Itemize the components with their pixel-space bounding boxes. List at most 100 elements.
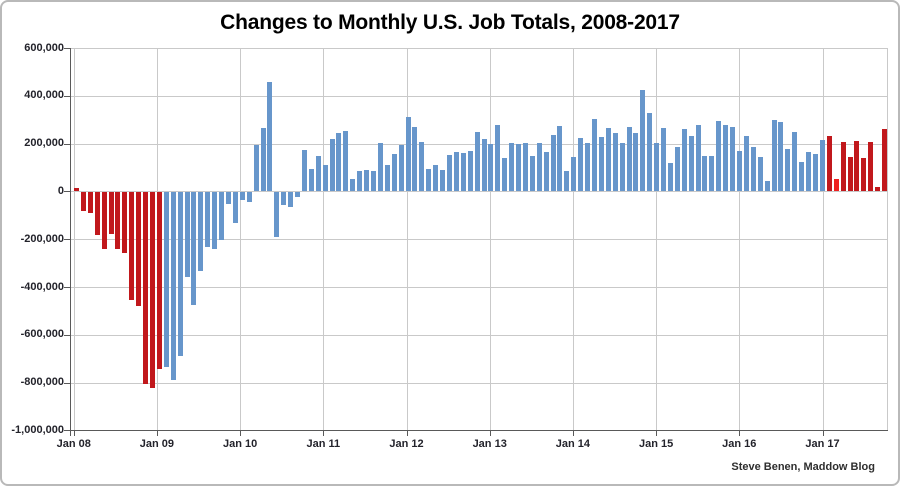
x-axis-label: Jan 14 <box>555 438 591 450</box>
bar <box>585 142 590 192</box>
bar <box>391 153 397 192</box>
x-axis-label: Jan 17 <box>805 438 840 450</box>
bar <box>308 168 314 192</box>
v-gridline <box>822 48 824 431</box>
bar <box>882 129 887 192</box>
y-axis-tick <box>64 48 70 49</box>
bar <box>143 192 149 384</box>
v-gridline <box>572 48 574 431</box>
bar <box>260 128 266 192</box>
x-axis-label: Jan 12 <box>389 438 424 450</box>
x-axis-label: Jan 13 <box>472 438 507 450</box>
bar <box>571 157 577 192</box>
bar <box>156 192 162 370</box>
bar <box>212 192 218 249</box>
bar <box>136 192 142 306</box>
x-axis-tick <box>323 431 325 436</box>
bar <box>433 165 439 192</box>
bar <box>301 150 307 192</box>
y-axis-label: 0 <box>57 184 64 197</box>
y-axis-tick <box>64 239 70 241</box>
bar <box>377 143 383 192</box>
bar <box>453 152 459 192</box>
h-gridline <box>71 334 888 336</box>
bar <box>750 146 756 192</box>
bar <box>771 120 777 192</box>
x-axis-tick <box>240 431 242 436</box>
bar <box>467 150 473 192</box>
bar <box>723 124 729 192</box>
bar <box>322 165 328 192</box>
bar <box>170 192 176 380</box>
bar <box>578 138 584 192</box>
bar <box>177 192 183 357</box>
v-gridline <box>739 48 741 431</box>
bar <box>619 142 625 192</box>
bar <box>564 171 570 192</box>
v-gridline <box>656 48 658 431</box>
bar <box>509 142 515 192</box>
bar <box>674 146 680 192</box>
bar <box>667 163 673 192</box>
h-gridline <box>71 95 888 97</box>
bar <box>495 124 501 192</box>
x-axis-label: Jan 16 <box>722 438 757 450</box>
bar <box>405 117 411 192</box>
bar <box>778 121 784 192</box>
h-gridline <box>71 48 888 49</box>
v-gridline <box>73 48 75 431</box>
bar <box>129 192 135 300</box>
bar <box>799 161 805 192</box>
y-axis-label: -200,000 <box>20 232 64 245</box>
bar <box>709 155 715 192</box>
bar <box>87 192 93 213</box>
bar <box>191 192 197 305</box>
y-axis-label: -600,000 <box>20 328 64 341</box>
bar <box>737 151 742 192</box>
bar <box>364 169 370 192</box>
bar <box>605 127 611 192</box>
x-axis-tick <box>572 431 574 436</box>
y-axis-tick <box>64 430 70 432</box>
bar <box>419 142 425 192</box>
bar <box>612 133 618 192</box>
bar <box>661 127 666 192</box>
bar <box>219 192 224 241</box>
bar <box>329 138 335 192</box>
bar <box>150 192 155 389</box>
bar <box>826 136 832 192</box>
bar <box>357 171 363 192</box>
x-axis-label: Jan 09 <box>139 438 175 450</box>
bar <box>764 181 770 192</box>
y-axis-tick <box>64 334 70 336</box>
bar <box>654 143 660 192</box>
bar <box>474 132 480 192</box>
bar <box>205 192 211 248</box>
v-gridline <box>489 48 491 431</box>
h-gridline <box>71 287 888 288</box>
bar <box>343 131 349 192</box>
bar <box>626 126 632 192</box>
bar <box>854 141 860 192</box>
bar <box>460 152 466 192</box>
bar <box>868 141 874 192</box>
bar <box>412 126 418 192</box>
bar <box>847 156 853 192</box>
bar <box>426 168 432 192</box>
bar <box>239 192 245 200</box>
x-axis-tick <box>656 431 658 436</box>
bar <box>274 192 280 237</box>
bar <box>743 135 749 192</box>
bar <box>591 118 597 192</box>
bar <box>371 171 376 192</box>
v-gridline <box>406 48 408 431</box>
x-axis-label: Jan 15 <box>638 438 674 450</box>
x-axis-tick <box>489 431 491 436</box>
bar <box>819 139 825 192</box>
bar <box>384 164 390 192</box>
bar <box>536 143 542 192</box>
bar <box>440 170 445 192</box>
x-axis-label: Jan 08 <box>56 438 91 450</box>
h-gridline <box>71 191 888 193</box>
